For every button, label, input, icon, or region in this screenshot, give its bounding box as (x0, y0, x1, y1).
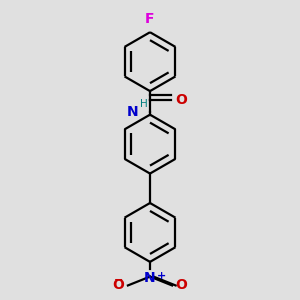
Text: O: O (176, 278, 188, 292)
Text: N: N (127, 105, 138, 119)
Text: H: H (140, 99, 147, 109)
Text: N: N (144, 271, 156, 285)
Text: O: O (175, 93, 187, 107)
Text: +: + (158, 271, 166, 281)
Text: −: − (114, 275, 124, 285)
Text: O: O (112, 278, 124, 292)
Text: F: F (145, 12, 155, 26)
